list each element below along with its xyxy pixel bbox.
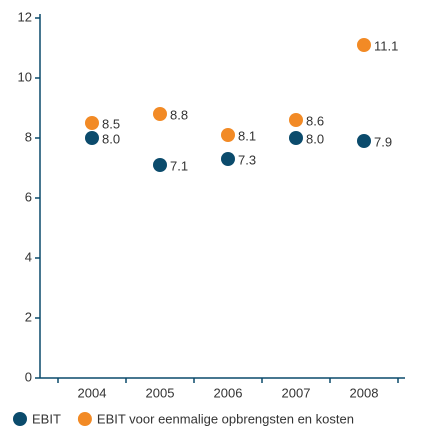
data-label: 8.8 bbox=[170, 107, 188, 122]
dot bbox=[357, 38, 371, 52]
legend-label: EBIT bbox=[32, 411, 61, 426]
data-label: 7.3 bbox=[238, 152, 256, 167]
x-tick-label: 2004 bbox=[78, 385, 107, 400]
data-label: 8.5 bbox=[102, 116, 120, 131]
y-tick-label: 4 bbox=[25, 249, 32, 264]
y-tick-label: 2 bbox=[25, 309, 32, 324]
x-tick-label: 2008 bbox=[350, 385, 379, 400]
y-tick-label: 12 bbox=[18, 9, 32, 24]
dot bbox=[289, 113, 303, 127]
legend-marker bbox=[13, 412, 27, 426]
data-label: 7.1 bbox=[170, 158, 188, 173]
dot bbox=[153, 158, 167, 172]
dot bbox=[289, 131, 303, 145]
dot bbox=[221, 152, 235, 166]
y-tick-label: 0 bbox=[25, 369, 32, 384]
dot bbox=[85, 116, 99, 130]
x-tick-label: 2007 bbox=[282, 385, 311, 400]
dot bbox=[85, 131, 99, 145]
legend-marker bbox=[77, 412, 92, 426]
x-tick-label: 2006 bbox=[214, 385, 243, 400]
dot bbox=[153, 107, 167, 121]
data-label: 8.6 bbox=[306, 113, 324, 128]
y-tick-label: 8 bbox=[25, 129, 32, 144]
legend-label: EBIT voor eenmalige opbrengsten en koste… bbox=[97, 411, 354, 426]
x-tick-label: 2005 bbox=[146, 385, 175, 400]
data-label: 8.0 bbox=[102, 131, 120, 146]
data-label: 7.9 bbox=[374, 134, 392, 149]
data-label: 8.1 bbox=[238, 128, 256, 143]
dot bbox=[357, 134, 371, 148]
data-label: 11.1 bbox=[374, 38, 398, 53]
y-tick-label: 10 bbox=[18, 69, 32, 84]
data-label: 8.0 bbox=[306, 131, 324, 146]
y-tick-label: 6 bbox=[25, 189, 32, 204]
dot bbox=[221, 128, 235, 142]
